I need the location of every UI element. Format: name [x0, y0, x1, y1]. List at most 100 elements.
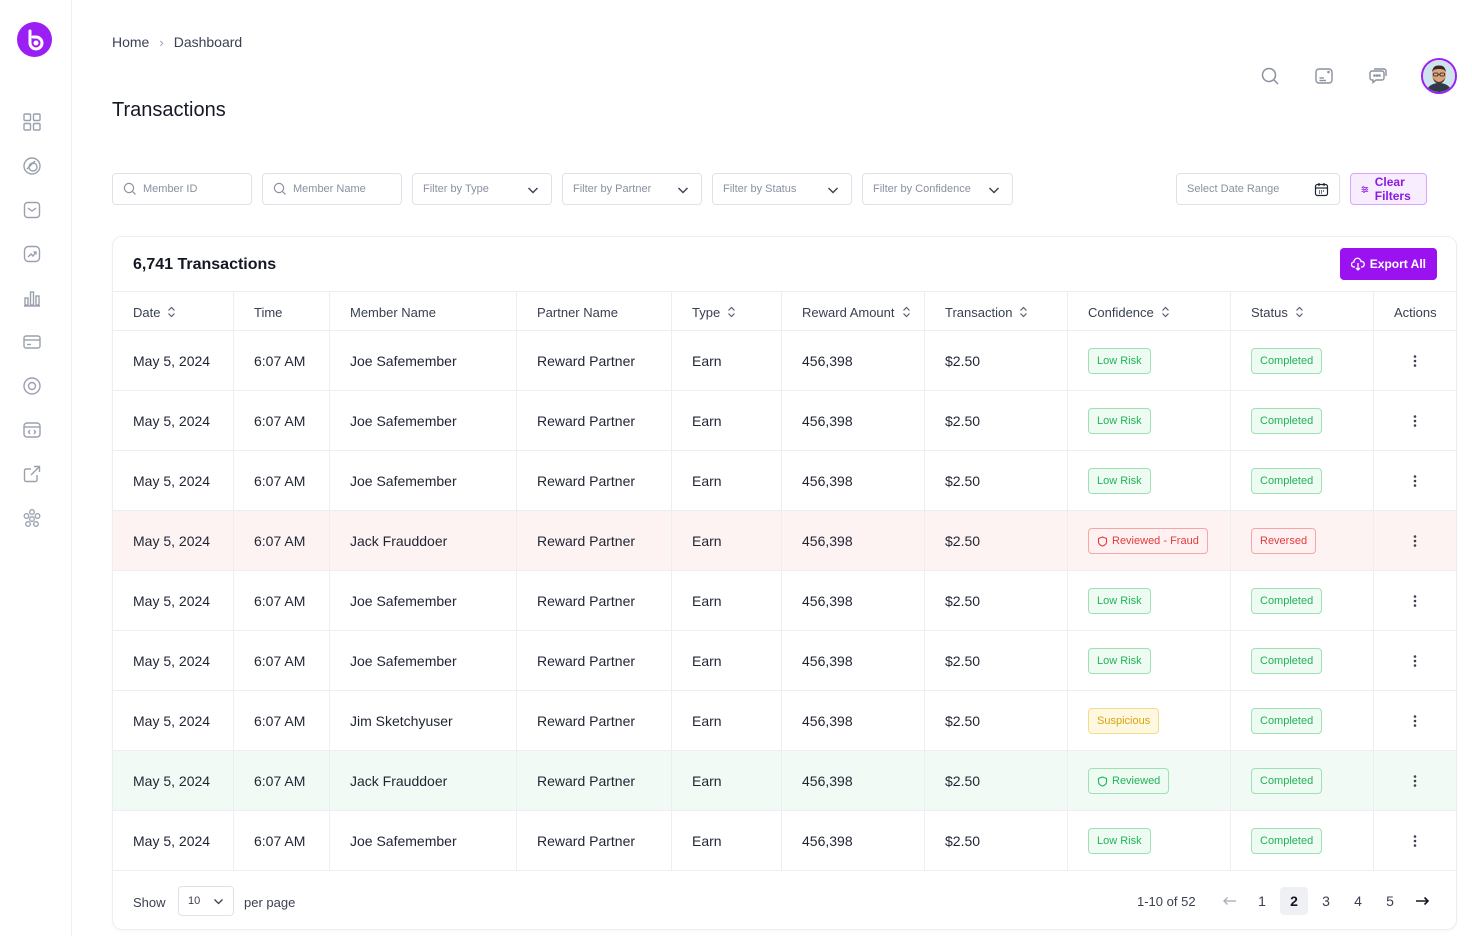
member-id-input[interactable]: Member ID: [112, 173, 252, 205]
table-row[interactable]: May 5, 2024 6:07 AM Joe Safemember Reward P…: [113, 331, 1456, 391]
table-row[interactable]: May 5, 2024 6:07 AM Joe Safemember Reward P…: [113, 631, 1456, 691]
confidence-label: Low Risk: [1097, 415, 1142, 427]
column-header-transaction[interactable]: Transaction: [925, 292, 1068, 332]
code-icon[interactable]: [22, 420, 42, 440]
card-icon[interactable]: [22, 332, 42, 352]
member-value: Joe Safemember: [350, 473, 457, 489]
transactions-card: 6,741 Transactions Export All Date Time …: [112, 236, 1457, 930]
cell-confidence: Low Risk: [1068, 391, 1231, 451]
cell-date: May 5, 2024: [113, 631, 234, 691]
column-header-status[interactable]: Status: [1231, 292, 1374, 332]
status-badge: Completed: [1251, 828, 1323, 854]
cell-member: Joe Safemember: [330, 631, 517, 691]
sort-icon: [1295, 306, 1303, 318]
date-value: May 5, 2024: [133, 713, 211, 729]
export-all-button[interactable]: Export All: [1339, 248, 1437, 280]
type-filter-select[interactable]: Filter by Type: [412, 173, 552, 205]
cell-date: May 5, 2024: [113, 751, 234, 811]
transaction-value: $2.50: [945, 593, 981, 609]
page-1-button[interactable]: 1: [1258, 893, 1266, 909]
mail-icon[interactable]: [22, 200, 42, 220]
per-page-select[interactable]: 10: [178, 886, 234, 916]
status-badge: Completed: [1251, 648, 1323, 674]
header-actions: [1259, 58, 1457, 94]
sort-icon: [902, 306, 910, 318]
target-icon[interactable]: [22, 156, 42, 176]
bar-chart-icon[interactable]: [22, 288, 42, 308]
breadcrumb-separator: ›: [159, 34, 164, 50]
cell-partner: Reward Partner: [517, 391, 672, 451]
chat-icon[interactable]: [1367, 65, 1389, 87]
avatar[interactable]: [1421, 58, 1457, 94]
cell-actions: [1374, 571, 1456, 631]
clear-filters-button[interactable]: Clear Filters: [1350, 173, 1428, 205]
column-header-confidence[interactable]: Confidence: [1068, 292, 1231, 332]
transaction-value: $2.50: [945, 713, 981, 729]
confidence-filter-label: Filter by Confidence: [873, 183, 971, 195]
settings-icon[interactable]: [22, 376, 42, 396]
time-value: 6:07 AM: [254, 833, 306, 849]
more-vertical-icon[interactable]: [1407, 533, 1423, 549]
more-vertical-icon[interactable]: [1407, 353, 1423, 369]
transaction-value: $2.50: [945, 533, 981, 549]
confidence-label: Low Risk: [1097, 355, 1142, 367]
confidence-badge: Reviewed: [1088, 768, 1170, 794]
grid-icon[interactable]: [22, 112, 42, 132]
column-header-actions: Actions: [1374, 292, 1456, 332]
next-page-icon[interactable]: [1413, 892, 1431, 910]
table-row[interactable]: May 5, 2024 6:07 AM Jack Frauddoer Reward P…: [113, 751, 1456, 811]
confidence-badge: Low Risk: [1088, 588, 1151, 614]
member-name-input[interactable]: Member Name: [262, 173, 402, 205]
page-5-button[interactable]: 5: [1386, 893, 1394, 909]
table-row[interactable]: May 5, 2024 6:07 AM Joe Safemember Reward P…: [113, 391, 1456, 451]
table-row[interactable]: May 5, 2024 6:07 AM Joe Safemember Reward P…: [113, 571, 1456, 631]
cell-partner: Reward Partner: [517, 571, 672, 631]
column-header-type[interactable]: Type: [672, 292, 782, 332]
column-label: Status: [1251, 304, 1288, 320]
more-vertical-icon[interactable]: [1407, 413, 1423, 429]
search-icon[interactable]: [1259, 65, 1281, 87]
column-header-date[interactable]: Date: [113, 292, 234, 332]
breadcrumb-home[interactable]: Home: [112, 34, 150, 50]
table-row[interactable]: May 5, 2024 6:07 AM Joe Safemember Reward P…: [113, 451, 1456, 511]
table-row[interactable]: May 5, 2024 6:07 AM Joe Safemember Reward P…: [113, 811, 1456, 871]
date-value: May 5, 2024: [133, 773, 211, 789]
page-4-button[interactable]: 4: [1354, 893, 1362, 909]
confidence-filter-select[interactable]: Filter by Confidence: [862, 173, 1013, 205]
id-card-icon[interactable]: [1313, 65, 1335, 87]
cell-actions: [1374, 751, 1456, 811]
more-vertical-icon[interactable]: [1407, 593, 1423, 609]
more-vertical-icon[interactable]: [1407, 713, 1423, 729]
users-icon[interactable]: [22, 508, 42, 528]
cell-confidence: Low Risk: [1068, 451, 1231, 511]
table-row[interactable]: May 5, 2024 6:07 AM Jim Sketchyuser Reward …: [113, 691, 1456, 751]
column-label: Partner Name: [537, 304, 618, 320]
status-filter-select[interactable]: Filter by Status: [712, 173, 852, 205]
show-label: Show: [133, 895, 166, 910]
column-header-reward[interactable]: Reward Amount: [782, 292, 925, 332]
cell-confidence: Low Risk: [1068, 571, 1231, 631]
trend-icon[interactable]: [22, 244, 42, 264]
table-body: May 5, 2024 6:07 AM Joe Safemember Reward P…: [113, 331, 1456, 871]
cell-reward: 456,398: [782, 691, 925, 751]
date-range-picker[interactable]: Select Date Range: [1176, 173, 1340, 205]
date-value: May 5, 2024: [133, 353, 211, 369]
prev-page-icon[interactable]: [1221, 892, 1239, 910]
cell-reward: 456,398: [782, 391, 925, 451]
partner-filter-select[interactable]: Filter by Partner: [562, 173, 702, 205]
more-vertical-icon[interactable]: [1407, 653, 1423, 669]
more-vertical-icon[interactable]: [1407, 773, 1423, 789]
page-2-button[interactable]: 2: [1280, 887, 1308, 915]
cell-status: Completed: [1231, 811, 1374, 871]
breadcrumb-current[interactable]: Dashboard: [173, 34, 243, 50]
external-link-icon[interactable]: [22, 464, 42, 484]
cell-actions: [1374, 511, 1456, 571]
cell-time: 6:07 AM: [234, 631, 330, 691]
page-3-button[interactable]: 3: [1322, 893, 1330, 909]
reward-value: 456,398: [802, 353, 853, 369]
table-row[interactable]: May 5, 2024 6:07 AM Jack Frauddoer Reward P…: [113, 511, 1456, 571]
more-vertical-icon[interactable]: [1407, 833, 1423, 849]
logo-icon[interactable]: [17, 22, 52, 57]
more-vertical-icon[interactable]: [1407, 473, 1423, 489]
